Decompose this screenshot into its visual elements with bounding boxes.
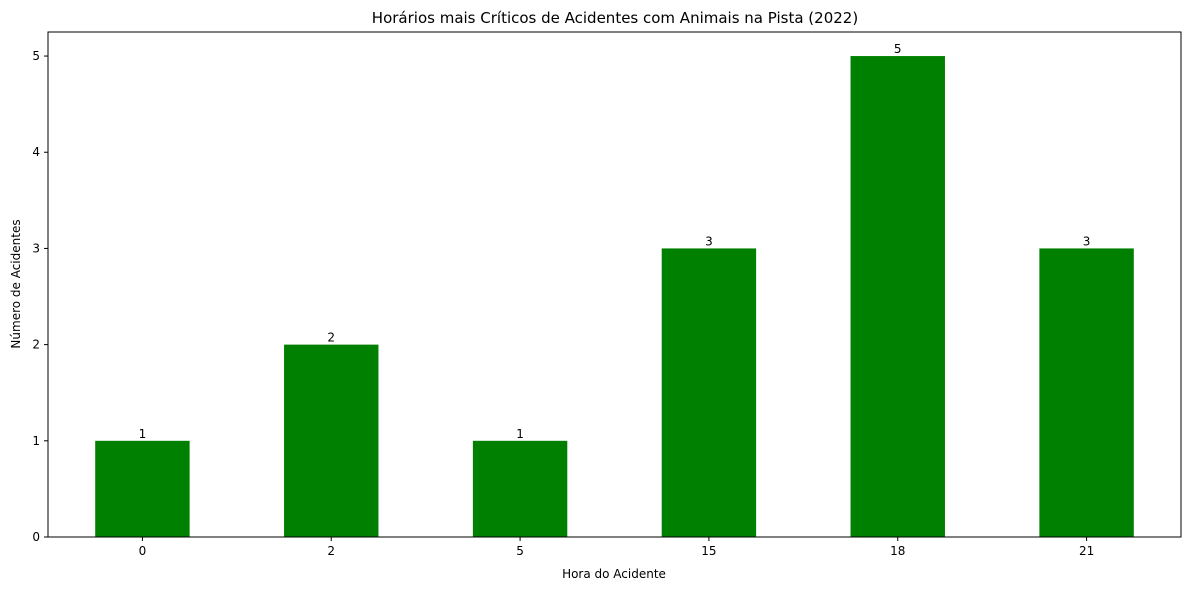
data-label-0: 1 <box>139 427 147 441</box>
x-tick-label-15: 15 <box>701 544 716 558</box>
y-axis: 0 1 2 3 4 5 <box>32 49 48 544</box>
y-axis-label: Número de Acidentes <box>9 219 23 348</box>
y-tick-label-2: 2 <box>32 338 40 352</box>
bar-21 <box>1039 248 1134 537</box>
x-tick-label-21: 21 <box>1079 544 1094 558</box>
bar-0 <box>95 440 190 537</box>
x-tick-label-18: 18 <box>890 544 905 558</box>
bars-layer <box>95 56 1134 538</box>
data-label-2: 2 <box>327 331 335 345</box>
data-label-18: 5 <box>894 42 902 56</box>
data-label-15: 3 <box>705 234 713 248</box>
y-tick-label-5: 5 <box>32 49 40 63</box>
x-tick-label-0: 0 <box>139 544 147 558</box>
plot-frame <box>47 31 1182 538</box>
bar-15 <box>661 248 757 537</box>
y-tick-label-0: 0 <box>32 530 40 544</box>
bar-18 <box>850 56 945 538</box>
x-axis-label: Hora do Acidente <box>562 567 666 581</box>
chart-title: Horários mais Críticos de Acidentes com … <box>372 9 858 27</box>
data-label-21: 3 <box>1083 234 1091 248</box>
bar-5 <box>472 440 568 537</box>
x-tick-label-2: 2 <box>327 544 335 558</box>
bar-2 <box>284 344 379 537</box>
x-tick-label-5: 5 <box>516 544 524 558</box>
y-tick-label-1: 1 <box>32 434 40 448</box>
y-tick-label-3: 3 <box>32 241 40 255</box>
data-label-5: 1 <box>516 427 524 441</box>
x-axis: 0 2 5 15 18 21 <box>139 537 1094 558</box>
data-labels-layer: 1 2 1 3 5 3 <box>139 42 1091 441</box>
y-tick-label-4: 4 <box>32 145 40 159</box>
